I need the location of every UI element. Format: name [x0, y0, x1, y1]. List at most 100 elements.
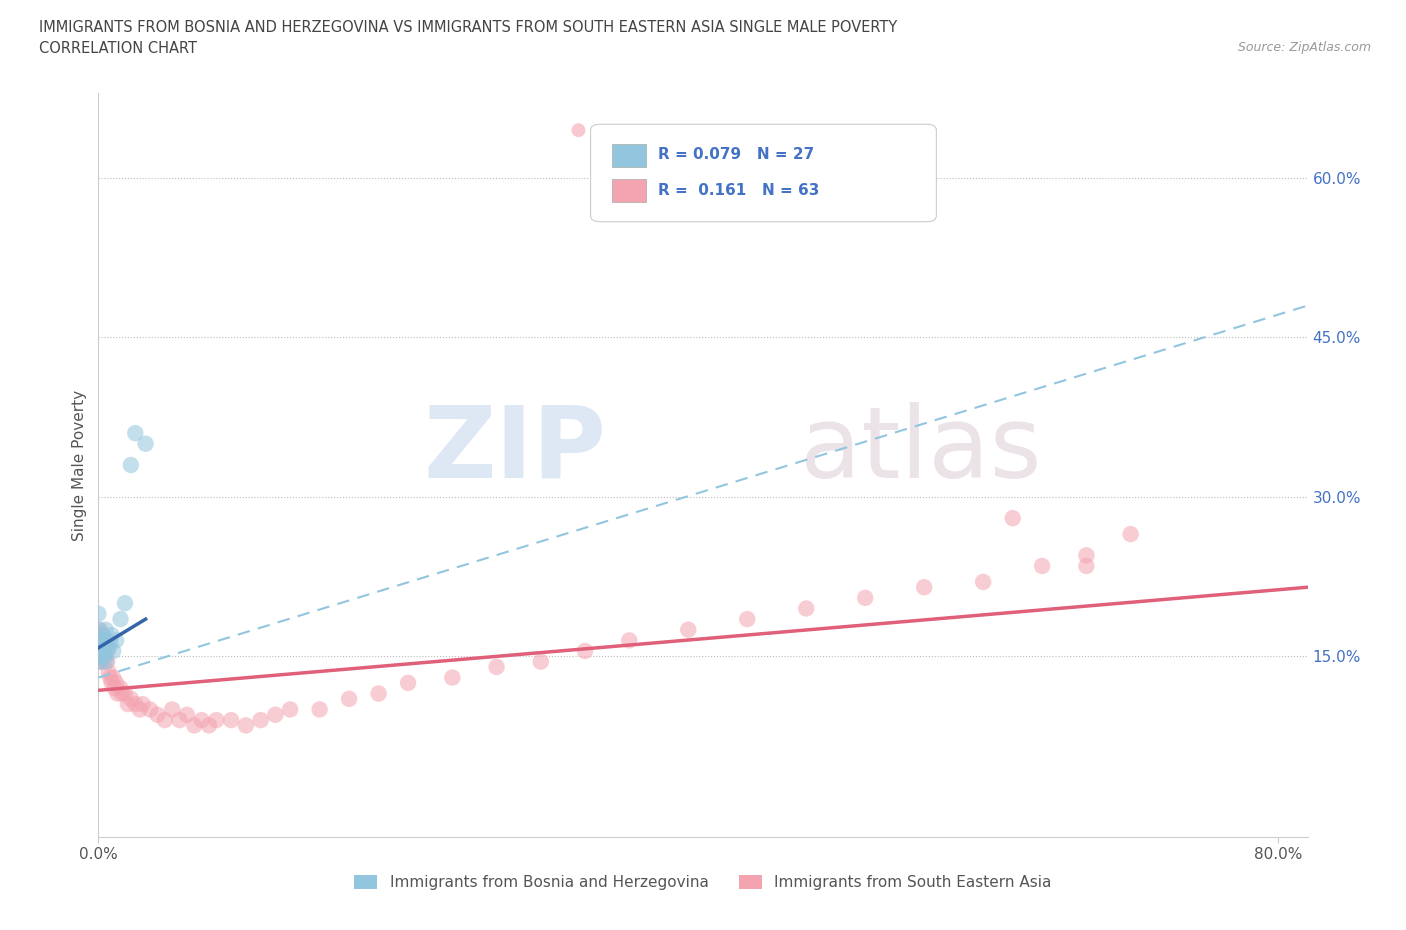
Immigrants from South Eastern Asia [183, 718, 205, 733]
Immigrants from South Eastern Asia [110, 681, 132, 696]
Immigrants from South Eastern Asia [104, 681, 127, 696]
Immigrants from South Eastern Asia [98, 671, 121, 685]
Immigrants from South Eastern Asia [396, 675, 419, 690]
Immigrants from South Eastern Asia [100, 675, 122, 690]
Immigrants from South Eastern Asia [169, 712, 191, 727]
FancyBboxPatch shape [591, 125, 936, 221]
Immigrants from South Eastern Asia [485, 659, 508, 674]
Immigrants from Bosnia and Herzegovina [90, 649, 112, 664]
Immigrants from South Eastern Asia [91, 654, 114, 669]
Immigrants from South Eastern Asia [912, 579, 935, 594]
Immigrants from South Eastern Asia [87, 644, 110, 658]
Text: ZIP: ZIP [423, 402, 606, 498]
Immigrants from South Eastern Asia [101, 671, 124, 685]
Immigrants from South Eastern Asia [97, 665, 120, 680]
Text: Source: ZipAtlas.com: Source: ZipAtlas.com [1237, 41, 1371, 54]
Immigrants from Bosnia and Herzegovina [100, 628, 122, 643]
Immigrants from Bosnia and Herzegovina [110, 612, 132, 627]
Immigrants from South Eastern Asia [91, 638, 114, 653]
Immigrants from Bosnia and Herzegovina [87, 622, 110, 637]
Immigrants from South Eastern Asia [205, 712, 228, 727]
Immigrants from South Eastern Asia [153, 712, 176, 727]
Immigrants from South Eastern Asia [219, 712, 242, 727]
Immigrants from South Eastern Asia [337, 691, 360, 706]
Immigrants from Bosnia and Herzegovina [87, 633, 110, 648]
Immigrants from Bosnia and Herzegovina [94, 654, 117, 669]
Immigrants from Bosnia and Herzegovina [90, 633, 112, 648]
Immigrants from South Eastern Asia [105, 675, 128, 690]
Immigrants from Bosnia and Herzegovina [98, 636, 121, 651]
Immigrants from South Eastern Asia [249, 712, 271, 727]
Immigrants from South Eastern Asia [93, 644, 115, 658]
Immigrants from South Eastern Asia [96, 654, 118, 669]
Immigrants from Bosnia and Herzegovina [87, 644, 110, 658]
Immigrants from Bosnia and Herzegovina [93, 633, 115, 648]
Immigrants from Bosnia and Herzegovina [87, 606, 110, 621]
Immigrants from South Eastern Asia [87, 633, 110, 648]
Immigrants from South Eastern Asia [574, 644, 596, 658]
Immigrants from South Eastern Asia [89, 633, 111, 648]
Immigrants from South Eastern Asia [367, 686, 389, 701]
Immigrants from South Eastern Asia [1076, 559, 1098, 574]
Immigrants from South Eastern Asia [441, 671, 464, 685]
Immigrants from South Eastern Asia [1031, 559, 1053, 574]
Immigrants from South Eastern Asia [139, 702, 162, 717]
Immigrants from Bosnia and Herzegovina [97, 641, 120, 656]
Immigrants from South Eastern Asia [124, 697, 146, 711]
Immigrants from South Eastern Asia [111, 686, 134, 701]
Immigrants from South Eastern Asia [94, 638, 117, 653]
Immigrants from South Eastern Asia [619, 633, 641, 648]
Immigrants from South Eastern Asia [308, 702, 330, 717]
Text: atlas: atlas [800, 402, 1042, 498]
Immigrants from Bosnia and Herzegovina [94, 622, 117, 637]
Text: IMMIGRANTS FROM BOSNIA AND HERZEGOVINA VS IMMIGRANTS FROM SOUTH EASTERN ASIA SIN: IMMIGRANTS FROM BOSNIA AND HERZEGOVINA V… [39, 20, 897, 35]
Immigrants from South Eastern Asia [87, 654, 110, 669]
Immigrants from South Eastern Asia [131, 697, 153, 711]
Immigrants from South Eastern Asia [794, 601, 817, 616]
Immigrants from South Eastern Asia [117, 697, 139, 711]
Immigrants from Bosnia and Herzegovina [89, 638, 111, 653]
Immigrants from South Eastern Asia [1001, 511, 1024, 525]
Immigrants from South Eastern Asia [89, 622, 111, 637]
Immigrants from South Eastern Asia [90, 628, 112, 643]
Immigrants from South Eastern Asia [264, 708, 287, 723]
Immigrants from South Eastern Asia [94, 649, 117, 664]
Immigrants from South Eastern Asia [972, 575, 994, 590]
FancyBboxPatch shape [613, 179, 647, 203]
Immigrants from Bosnia and Herzegovina [93, 649, 115, 664]
Immigrants from South Eastern Asia [176, 708, 198, 723]
Immigrants from Bosnia and Herzegovina [120, 458, 142, 472]
Immigrants from Bosnia and Herzegovina [94, 638, 117, 653]
Immigrants from South Eastern Asia [235, 718, 257, 733]
Immigrants from South Eastern Asia [160, 702, 183, 717]
Immigrants from South Eastern Asia [1119, 526, 1142, 541]
Immigrants from Bosnia and Herzegovina [96, 633, 118, 648]
Immigrants from Bosnia and Herzegovina [124, 426, 146, 441]
Immigrants from Bosnia and Herzegovina [135, 436, 157, 451]
Immigrants from Bosnia and Herzegovina [89, 654, 111, 669]
Immigrants from Bosnia and Herzegovina [91, 628, 114, 643]
Immigrants from South Eastern Asia [198, 718, 221, 733]
Immigrants from South Eastern Asia [190, 712, 212, 727]
Immigrants from Bosnia and Herzegovina [96, 644, 118, 658]
Immigrants from South Eastern Asia [853, 591, 876, 605]
Immigrants from South Eastern Asia [120, 691, 142, 706]
Immigrants from South Eastern Asia [678, 622, 700, 637]
Text: R = 0.079   N = 27: R = 0.079 N = 27 [658, 147, 814, 162]
Immigrants from South Eastern Asia [114, 686, 136, 701]
Immigrants from South Eastern Asia [90, 644, 112, 658]
Immigrants from Bosnia and Herzegovina [91, 644, 114, 658]
FancyBboxPatch shape [613, 143, 647, 167]
Immigrants from Bosnia and Herzegovina [114, 596, 136, 611]
Immigrants from South Eastern Asia [146, 708, 169, 723]
Immigrants from South Eastern Asia [128, 702, 150, 717]
Text: CORRELATION CHART: CORRELATION CHART [39, 41, 197, 56]
Immigrants from South Eastern Asia [735, 612, 758, 627]
Immigrants from South Eastern Asia [530, 654, 553, 669]
Immigrants from South Eastern Asia [1076, 548, 1098, 563]
Immigrants from South Eastern Asia [107, 686, 129, 701]
Text: R =  0.161   N = 63: R = 0.161 N = 63 [658, 183, 820, 198]
Immigrants from South Eastern Asia [278, 702, 301, 717]
Legend: Immigrants from Bosnia and Herzegovina, Immigrants from South Eastern Asia: Immigrants from Bosnia and Herzegovina, … [349, 869, 1057, 897]
Immigrants from Bosnia and Herzegovina [101, 644, 124, 658]
